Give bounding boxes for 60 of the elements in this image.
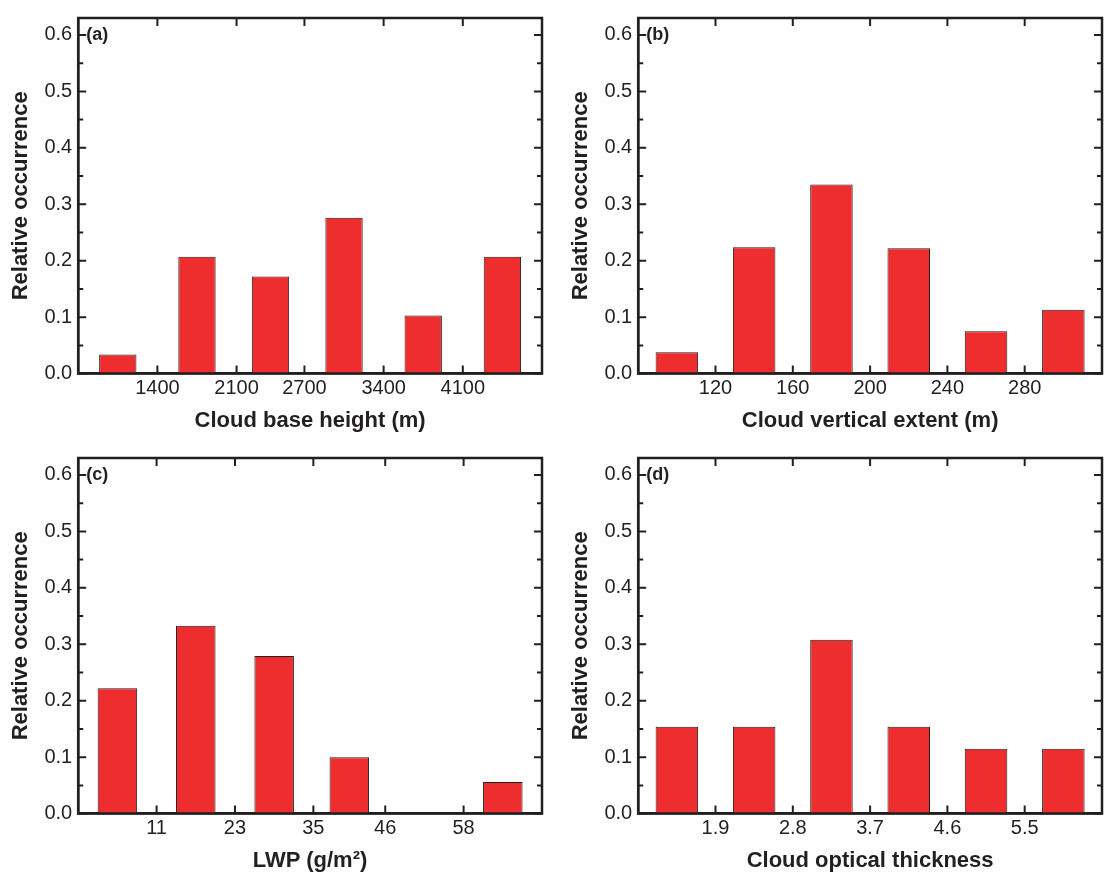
y-tick-label: 0.0 [44,801,73,824]
x-tick-label: 120 [698,376,733,399]
x-tick-label: 4100 [440,376,486,399]
y-tick-label: 0.0 [604,361,633,384]
x-tick-label: 3.7 [856,816,885,839]
annotation: (d) [646,463,670,484]
y-tick-label: 0.1 [44,744,73,767]
x-tick-label: 35 [302,816,325,839]
y-tick-label: 0.3 [604,191,633,214]
y-tick-label: 0.2 [604,248,633,271]
y-tick-label: 0.0 [604,801,633,824]
y-tick-label: 0.1 [604,744,633,767]
y-tick-label: 0.2 [44,688,73,711]
x-tick-label: 200 [853,376,887,399]
x-tick-label: 2700 [282,376,327,399]
x-axis-title: Cloud base height (m) [194,406,426,432]
y-axis-title: Relative occurrence [7,531,33,741]
x-tick-label: 58 [452,816,475,839]
x-tick-label: 4.6 [933,816,962,839]
y-tick-label: 0.6 [604,22,633,45]
x-tick-label: 280 [1008,376,1042,399]
y-axis-title: Relative occurrence [567,91,593,301]
x-tick-label: 160 [776,376,810,399]
x-tick-label: 2100 [214,376,259,399]
x-tick-label: 240 [930,376,965,399]
y-tick-label: 0.3 [44,631,73,654]
x-tick-label: 46 [374,816,397,839]
y-tick-label: 0.4 [604,135,633,158]
annotation: (c) [86,463,109,484]
y-tick-label: 0.2 [604,688,633,711]
y-tick-label: 0.0 [44,361,73,384]
y-tick-label: 0.6 [44,462,73,485]
y-tick-label: 0.6 [44,22,73,45]
y-tick-label: 0.5 [604,78,633,101]
annotation: (b) [646,23,670,44]
y-tick-label: 0.4 [44,575,73,598]
x-tick-label: 5.5 [1010,816,1039,839]
x-tick-label: 1400 [135,376,180,399]
y-tick-label: 0.5 [44,518,73,541]
y-tick-label: 0.1 [44,304,73,327]
y-tick-label: 0.4 [604,575,633,598]
x-tick-label: 1.9 [701,816,730,839]
y-axis-title: Relative occurrence [7,91,33,301]
y-tick-label: 0.3 [604,631,633,654]
x-tick-label: 23 [223,816,247,839]
y-tick-label: 0.5 [44,78,73,101]
x-axis-title: Cloud optical thickness [746,846,994,872]
x-tick-label: 2.8 [778,816,807,839]
y-tick-label: 0.3 [44,191,73,214]
x-axis-title: LWP (g/m²) [252,846,368,872]
y-axis-title: Relative occurrence [567,531,593,741]
annotation: (a) [86,23,109,44]
y-tick-label: 0.2 [44,248,73,271]
x-tick-label: 11 [146,816,167,839]
x-tick-label: 3400 [361,376,406,399]
y-tick-label: 0.5 [604,518,633,541]
y-tick-label: 0.1 [604,304,633,327]
y-tick-label: 0.4 [44,135,73,158]
y-tick-label: 0.6 [604,462,633,485]
x-axis-title: Cloud vertical extent (m) [741,406,999,432]
